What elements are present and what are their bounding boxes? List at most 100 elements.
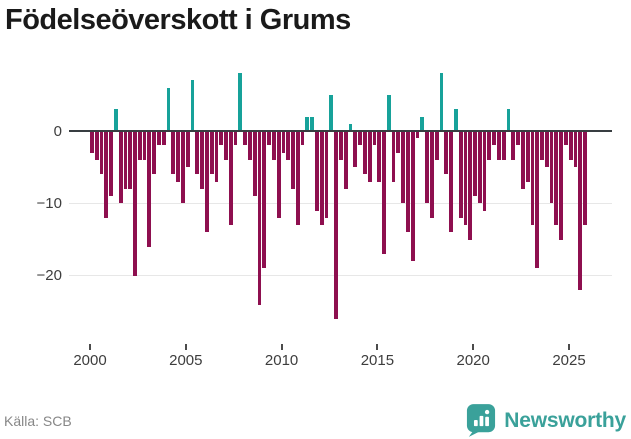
x-tick-label: 2005 — [169, 352, 203, 369]
bar-negative — [262, 131, 267, 269]
bar-negative — [516, 131, 520, 146]
bar-negative — [133, 131, 137, 276]
bar-negative — [152, 131, 157, 175]
bar-negative — [391, 131, 396, 182]
bar-negative — [425, 131, 429, 204]
bar-positive — [329, 94, 334, 131]
bar-negative — [161, 131, 166, 146]
bar-negative — [214, 131, 219, 182]
bar-negative — [540, 131, 544, 160]
bar-positive — [113, 109, 118, 131]
bar-negative — [477, 131, 482, 204]
bar-negative — [501, 131, 506, 160]
bar-negative — [549, 131, 554, 204]
bar-negative — [583, 131, 587, 226]
bar-negative — [492, 131, 497, 146]
bar-negative — [367, 131, 372, 182]
bar-negative — [482, 131, 487, 211]
bar-negative — [487, 131, 492, 160]
newsworthy-logo-text: Newsworthy — [504, 408, 626, 432]
bar-negative — [233, 131, 238, 146]
bar-negative — [382, 131, 386, 254]
x-tick-mark — [376, 344, 379, 350]
bar-negative — [520, 131, 525, 189]
bar-negative — [204, 131, 209, 233]
bar-negative — [271, 131, 276, 160]
bar-negative — [295, 131, 300, 226]
newsworthy-logo: Newsworthy — [466, 403, 626, 438]
x-tick-label: 2000 — [73, 352, 107, 369]
bar-negative — [372, 131, 377, 146]
bar-negative — [319, 131, 324, 226]
y-tick-label: −20 — [36, 267, 62, 285]
bar-negative — [248, 131, 252, 160]
bar-negative — [147, 131, 152, 247]
bar-negative — [324, 131, 329, 218]
bar-positive — [166, 87, 171, 131]
bar-positive — [348, 123, 353, 131]
bar-negative — [300, 131, 305, 146]
bar-negative — [109, 131, 113, 197]
bar-negative — [185, 131, 190, 168]
bar-negative — [406, 131, 410, 233]
bar-negative — [458, 131, 463, 218]
bar-negative — [281, 131, 286, 153]
bar-negative — [568, 131, 573, 160]
bar-negative — [104, 131, 109, 218]
bar-positive — [439, 73, 444, 131]
source-caption: Källa: SCB — [4, 413, 72, 429]
bar-negative — [267, 131, 271, 146]
x-tick-label: 2010 — [264, 352, 299, 369]
bar-negative — [176, 131, 180, 182]
bar-negative — [118, 131, 123, 204]
bar-negative — [497, 131, 501, 160]
bar-negative — [564, 131, 568, 146]
bar-negative — [444, 131, 449, 175]
bar-positive — [386, 94, 391, 131]
bar-positive — [420, 116, 425, 131]
bar-negative — [343, 131, 348, 189]
bar-negative — [525, 131, 530, 182]
x-tick-label: 2020 — [456, 352, 490, 369]
chart-title: Födelseöverskott i Grums — [5, 4, 351, 36]
bar-negative — [353, 131, 358, 168]
bar-negative — [463, 131, 468, 226]
bar-negative — [99, 131, 104, 175]
bar-negative — [410, 131, 415, 262]
bar-negative — [243, 131, 248, 146]
bar-negative — [195, 131, 200, 175]
gridline — [69, 275, 612, 277]
bar-negative — [396, 131, 401, 153]
bar-negative — [157, 131, 161, 146]
bar-negative — [415, 131, 420, 139]
newsworthy-logo-icon — [467, 404, 496, 437]
bar-negative — [377, 131, 382, 182]
bar-negative — [429, 131, 434, 218]
bar-negative — [171, 131, 176, 175]
y-tick-label: 0 — [53, 122, 62, 140]
bar-negative — [535, 131, 540, 269]
bar-negative — [224, 131, 228, 160]
bar-negative — [276, 131, 281, 218]
bar-negative — [94, 131, 99, 160]
bar-negative — [573, 131, 578, 168]
bar-negative — [180, 131, 185, 204]
bar-negative — [252, 131, 257, 197]
bar-negative — [578, 131, 583, 291]
bar-negative — [530, 131, 535, 226]
x-tick-mark — [568, 344, 570, 350]
bar-negative — [200, 131, 204, 189]
bar-negative — [315, 131, 319, 211]
bar-negative — [544, 131, 549, 168]
bar-negative — [228, 131, 233, 226]
bar-negative — [219, 131, 224, 146]
bar-negative — [257, 131, 262, 305]
x-tick-mark — [472, 344, 475, 350]
bar-negative — [554, 131, 559, 226]
bar-negative — [90, 131, 94, 153]
x-tick-mark — [184, 344, 187, 350]
x-tick-label: 2015 — [360, 352, 395, 369]
bar-negative — [401, 131, 406, 204]
bar-negative — [142, 131, 147, 160]
